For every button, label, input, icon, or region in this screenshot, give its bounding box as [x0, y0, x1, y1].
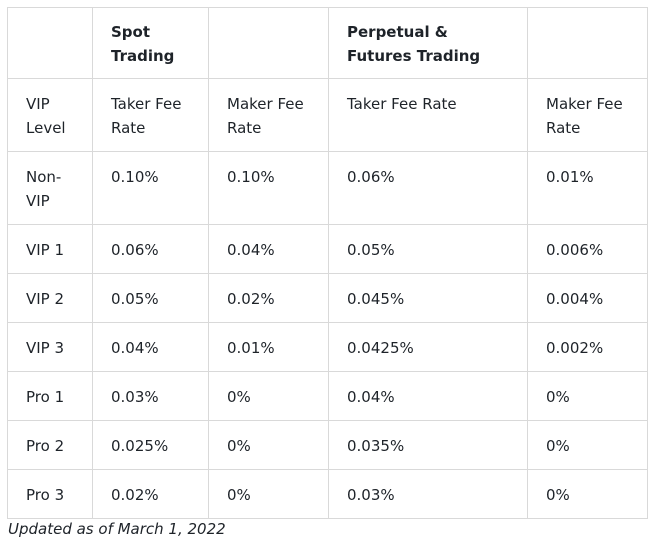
- updated-date-note: Updated as of March 1, 2022: [8, 520, 226, 538]
- vip-level-cell: Pro 3: [7, 469, 93, 519]
- vip-level-cell: VIP 1: [7, 224, 93, 274]
- spot-taker-fee-cell: 0.03%: [92, 371, 209, 421]
- table-row: VIP 1 0.06% 0.04% 0.05% 0.006%: [7, 224, 648, 274]
- table-header-group-row: Spot Trading Perpetual & Futures Trading: [7, 7, 648, 79]
- futures-maker-fee-cell: 0.006%: [527, 224, 648, 274]
- table-row: Pro 2 0.025% 0% 0.035% 0%: [7, 420, 648, 470]
- futures-maker-fee-cell: 0.01%: [527, 151, 648, 225]
- futures-taker-fee-cell: 0.04%: [328, 371, 528, 421]
- futures-maker-fee-cell: 0.002%: [527, 322, 648, 372]
- header-spot-maker-fee: Maker Fee Rate: [208, 78, 329, 152]
- table-row: VIP 2 0.05% 0.02% 0.045% 0.004%: [7, 273, 648, 323]
- table-row: Pro 1 0.03% 0% 0.04% 0%: [7, 371, 648, 421]
- table-header-sub-row: VIP Level Taker Fee Rate Maker Fee Rate …: [7, 78, 648, 152]
- header-futures-taker-fee: Taker Fee Rate: [328, 78, 528, 152]
- header-spot-taker-fee: Taker Fee Rate: [92, 78, 209, 152]
- futures-maker-fee-cell: 0%: [527, 469, 648, 519]
- vip-level-cell: Pro 2: [7, 420, 93, 470]
- spot-taker-fee-cell: 0.025%: [92, 420, 209, 470]
- futures-taker-fee-cell: 0.045%: [328, 273, 528, 323]
- spot-taker-fee-cell: 0.10%: [92, 151, 209, 225]
- spot-taker-fee-cell: 0.02%: [92, 469, 209, 519]
- futures-taker-fee-cell: 0.0425%: [328, 322, 528, 372]
- vip-level-cell: Pro 1: [7, 371, 93, 421]
- spot-maker-fee-cell: 0.10%: [208, 151, 329, 225]
- spot-taker-fee-cell: 0.06%: [92, 224, 209, 274]
- table-row: Pro 3 0.02% 0% 0.03% 0%: [7, 469, 648, 519]
- futures-maker-fee-cell: 0.004%: [527, 273, 648, 323]
- vip-level-cell: VIP 2: [7, 273, 93, 323]
- fee-rate-table: Spot Trading Perpetual & Futures Trading…: [7, 7, 648, 519]
- futures-taker-fee-cell: 0.03%: [328, 469, 528, 519]
- spot-maker-fee-cell: 0.01%: [208, 322, 329, 372]
- header-cell-empty: [7, 7, 93, 79]
- header-cell-empty: [208, 7, 329, 79]
- vip-level-cell: Non-VIP: [7, 151, 93, 225]
- spot-maker-fee-cell: 0%: [208, 371, 329, 421]
- spot-taker-fee-cell: 0.04%: [92, 322, 209, 372]
- table-row: VIP 3 0.04% 0.01% 0.0425% 0.002%: [7, 322, 648, 372]
- header-vip-level: VIP Level: [7, 78, 93, 152]
- header-perpetual-futures-trading: Perpetual & Futures Trading: [328, 7, 528, 79]
- spot-maker-fee-cell: 0.02%: [208, 273, 329, 323]
- vip-level-cell: VIP 3: [7, 322, 93, 372]
- futures-taker-fee-cell: 0.06%: [328, 151, 528, 225]
- spot-maker-fee-cell: 0%: [208, 469, 329, 519]
- spot-maker-fee-cell: 0%: [208, 420, 329, 470]
- header-futures-maker-fee: Maker Fee Rate: [527, 78, 648, 152]
- header-spot-trading: Spot Trading: [92, 7, 209, 79]
- spot-maker-fee-cell: 0.04%: [208, 224, 329, 274]
- header-cell-empty: [527, 7, 648, 79]
- spot-taker-fee-cell: 0.05%: [92, 273, 209, 323]
- futures-maker-fee-cell: 0%: [527, 371, 648, 421]
- futures-maker-fee-cell: 0%: [527, 420, 648, 470]
- table-row: Non-VIP 0.10% 0.10% 0.06% 0.01%: [7, 151, 648, 225]
- futures-taker-fee-cell: 0.05%: [328, 224, 528, 274]
- futures-taker-fee-cell: 0.035%: [328, 420, 528, 470]
